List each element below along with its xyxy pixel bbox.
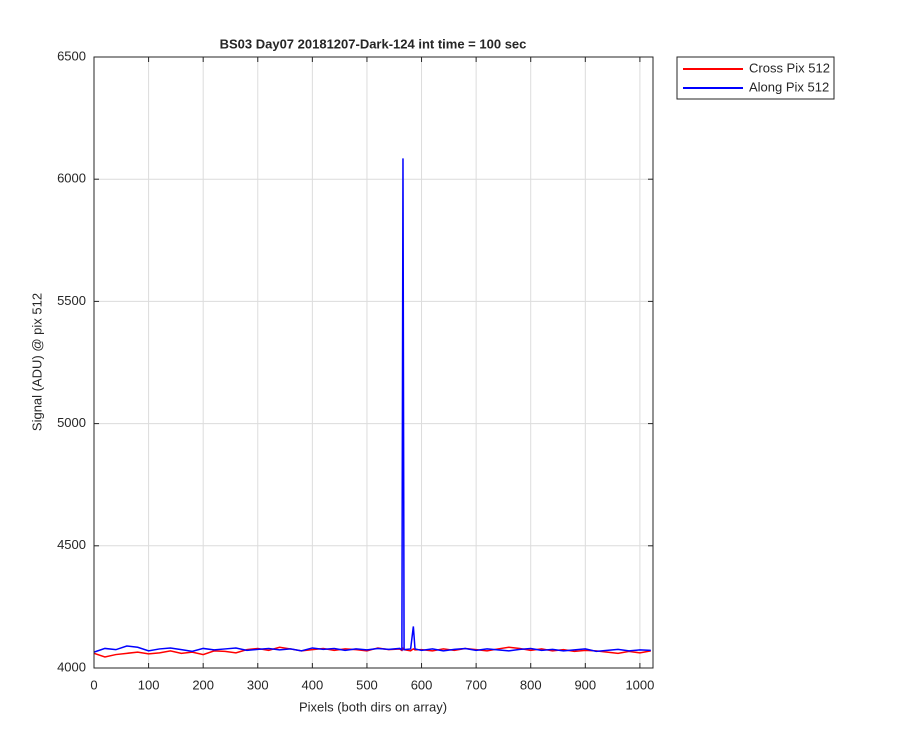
x-axis-label: Pixels (both dirs on array) — [299, 699, 447, 714]
y-tick-label: 6000 — [57, 171, 86, 186]
x-tick-label: 500 — [356, 677, 378, 692]
y-tick-label: 6500 — [57, 48, 86, 63]
x-tick-label: 800 — [520, 677, 542, 692]
plot-area — [94, 57, 653, 668]
x-tick-label: 200 — [192, 677, 214, 692]
x-tick-label: 600 — [411, 677, 433, 692]
y-tick-label: 4000 — [57, 659, 86, 674]
x-tick-label: 700 — [465, 677, 487, 692]
y-axis-label: Signal (ADU) @ pix 512 — [29, 293, 44, 431]
x-tick-label: 400 — [302, 677, 324, 692]
x-tick-label: 1000 — [625, 677, 654, 692]
series-line — [93, 158, 651, 653]
x-tick-label: 300 — [247, 677, 269, 692]
y-tick-label: 5000 — [57, 415, 86, 430]
legend-label: Along Pix 512 — [749, 79, 829, 94]
x-tick-label: 100 — [138, 677, 160, 692]
legend-label: Cross Pix 512 — [749, 60, 830, 75]
chart-title: BS03 Day07 20181207-Dark-124 int time = … — [220, 36, 527, 51]
axes-box — [93, 56, 654, 669]
legend-box — [676, 56, 835, 100]
y-tick-label: 5500 — [57, 293, 86, 308]
x-tick-label: 900 — [574, 677, 596, 692]
x-tick-label: 0 — [90, 677, 97, 692]
y-tick-label: 4500 — [57, 537, 86, 552]
